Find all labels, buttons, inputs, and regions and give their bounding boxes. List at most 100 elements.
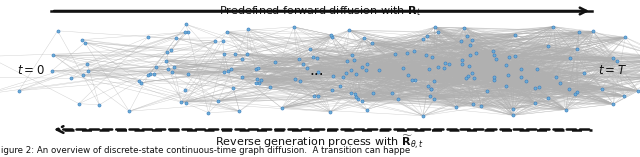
Point (572, 47, 582, 50)
Point (161, 60, 171, 62)
Point (124, 110, 134, 112)
Point (427, 55, 437, 58)
Point (148, 72, 159, 75)
Point (482, 89, 492, 92)
Point (572, 91, 582, 93)
Point (467, 39, 477, 41)
Point (418, 114, 428, 117)
Point (237, 76, 247, 78)
Point (80, 41, 90, 44)
Point (471, 52, 481, 54)
Point (579, 72, 589, 75)
Point (461, 34, 472, 37)
Point (213, 100, 223, 102)
Point (348, 59, 358, 61)
Point (422, 35, 432, 37)
Point (607, 57, 618, 59)
Point (439, 66, 449, 69)
Point (612, 60, 623, 63)
Point (390, 52, 400, 55)
Point (429, 80, 439, 83)
Point (588, 30, 598, 33)
Point (563, 87, 573, 90)
Point (550, 76, 561, 78)
Point (509, 55, 520, 57)
Text: Reverse generation process with $\mathbf{\widetilde{R}}_{\theta,t}$: Reverse generation process with $\mathbf… (216, 134, 424, 152)
Point (402, 51, 412, 54)
Point (269, 60, 280, 63)
Point (351, 73, 362, 76)
Point (312, 56, 323, 59)
Point (468, 103, 478, 105)
Point (596, 87, 607, 90)
Point (309, 95, 319, 97)
Point (77, 74, 88, 76)
Point (327, 36, 337, 38)
Point (328, 75, 339, 78)
Point (237, 57, 248, 60)
Point (508, 108, 518, 110)
Point (444, 63, 454, 66)
Point (143, 36, 153, 38)
Point (136, 81, 147, 84)
Point (204, 111, 214, 114)
Point (313, 70, 323, 73)
Point (516, 76, 526, 78)
Point (169, 65, 179, 68)
Point (620, 95, 630, 97)
Point (252, 78, 262, 81)
Point (250, 68, 260, 70)
Point (368, 92, 378, 94)
Point (218, 40, 228, 43)
Point (467, 72, 477, 74)
Point (543, 45, 553, 47)
Point (289, 26, 299, 28)
Point (52, 30, 63, 32)
Text: ...: ... (310, 63, 324, 78)
Point (294, 58, 305, 60)
Point (534, 86, 545, 88)
Point (508, 114, 518, 117)
Point (460, 26, 470, 29)
Point (181, 23, 191, 26)
Point (509, 34, 520, 36)
Point (134, 79, 144, 82)
Point (234, 110, 244, 112)
Point (66, 77, 76, 80)
Point (458, 62, 468, 65)
Point (342, 59, 352, 62)
Point (312, 95, 323, 97)
Point (620, 36, 630, 38)
Point (176, 101, 186, 103)
Point (347, 54, 357, 56)
Point (182, 30, 193, 33)
Point (251, 81, 261, 84)
Point (422, 85, 433, 87)
Point (387, 92, 397, 95)
Point (183, 73, 193, 75)
Point (529, 101, 540, 104)
Point (476, 105, 486, 107)
Text: Predefined forward diffusion with $\mathbf{R}_t$: Predefined forward diffusion with $\math… (219, 4, 421, 18)
Point (77, 38, 87, 41)
Point (489, 54, 499, 57)
Point (465, 54, 475, 57)
Point (633, 90, 640, 92)
Point (410, 79, 420, 81)
Point (440, 62, 450, 65)
Point (463, 74, 473, 77)
Point (49, 54, 59, 57)
Point (532, 68, 543, 70)
Point (392, 97, 403, 100)
Point (426, 87, 436, 90)
Point (488, 49, 499, 52)
Point (407, 78, 417, 81)
Point (521, 80, 531, 83)
Point (424, 68, 435, 70)
Point (362, 108, 372, 111)
Point (298, 63, 308, 65)
Point (301, 66, 312, 69)
Point (464, 64, 474, 67)
Point (210, 40, 220, 42)
Point (367, 42, 377, 44)
